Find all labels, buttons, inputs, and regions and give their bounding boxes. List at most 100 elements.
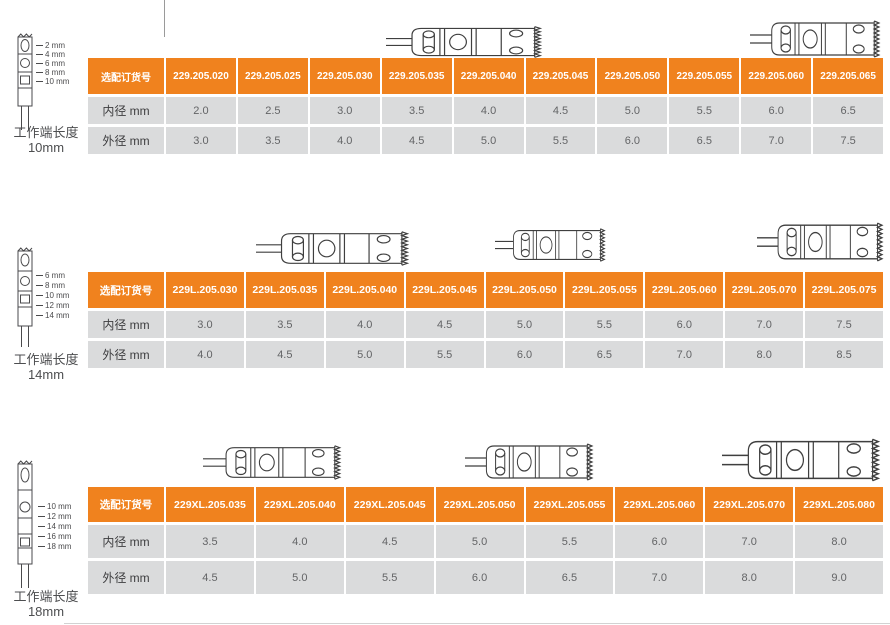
value-cell: 4.5 [381,127,452,154]
value-cell: 6.5 [669,127,740,154]
value-cell: 9.0 [795,561,883,594]
table-data-row: 内径 mm 2.0 2.5 3.0 3.5 4.0 4.5 5.0 5.5 6.0 6.5 [88,97,884,124]
tick-label: 10 mm [36,77,69,86]
order-code-cell: 229L.205.070 [725,272,804,308]
tick-labels-10mm: 2 mm 4 mm 6 mm 8 mm 10 mm [36,41,69,86]
instrument-tip-illustration [722,437,882,483]
value-cell: 7.0 [615,561,704,594]
order-code-cell: 229.205.045 [525,58,596,94]
value-cell: 6.0 [597,127,668,154]
value-cell: 5.5 [345,561,434,594]
bottom-rule [64,623,890,624]
value-cell: 5.0 [453,127,524,154]
caption-length: 18mm [27,604,65,619]
table-header-row: 选配订货号 229.205.020 229.205.025 229.205.030 22… [88,58,884,94]
order-code-cell: 229.205.030 [309,58,380,94]
order-code-cell: 229XL.205.035 [166,487,254,522]
value-cell: 2.5 [237,97,308,124]
order-code-cell: 229.205.050 [597,58,668,94]
order-number-header: 选配订货号 [88,58,164,94]
order-code-cell: 229XL.205.080 [795,487,883,522]
instrument-tip-illustration [465,442,595,482]
value-cell: 5.5 [525,525,614,558]
value-cell: 3.0 [166,127,236,154]
order-code-cell: 229XL.205.055 [525,487,614,522]
order-code-cell: 229L.205.055 [565,272,644,308]
caption-length: 14mm [27,367,65,382]
tick-label: 8 mm [36,281,69,291]
value-cell: 3.5 [166,525,254,558]
value-cell: 5.0 [435,525,524,558]
value-cell: 8.0 [725,341,804,368]
instrument-side-view-18mm [17,460,33,588]
order-code-cell: 229L.205.075 [805,272,884,308]
tick-label: 8 mm [36,68,69,77]
tick-label: 4 mm [36,50,69,59]
caption-text: 工作端长度 [13,589,79,604]
value-cell: 8.5 [805,341,884,368]
value-cell: 4.0 [325,311,404,338]
value-cell: 6.5 [525,561,614,594]
value-cell: 4.5 [166,561,254,594]
instrument-tip-illustration [386,25,544,59]
row-label-cell: 外径 mm [88,341,164,368]
tick-label: 14 mm [38,522,71,532]
row-label-cell: 内径 mm [88,311,164,338]
instrument-tip-illustration [256,230,411,267]
tick-label: 6 mm [36,271,69,281]
spec-table-18mm: 选配订货号 229XL.205.035 229XL.205.040 229XL.205… [88,487,883,597]
table-data-row: 外径 mm 3.0 3.5 4.0 4.5 5.0 5.5 6.0 6.5 7.0 7.5 [88,127,884,154]
tick-label: 14 mm [36,311,69,321]
table-header-row: 选配订货号 229XL.205.035 229XL.205.040 229XL.205… [88,487,883,522]
spec-table-10mm: 选配订货号 229.205.020 229.205.025 229.205.030 22… [88,58,884,157]
order-code-cell: 229L.205.045 [405,272,484,308]
value-cell: 4.5 [345,525,434,558]
tick-label: 16 mm [38,532,71,542]
value-cell: 5.0 [485,311,564,338]
working-end-length-caption-18mm: 工作端长度 18mm [0,589,92,619]
value-cell: 4.0 [166,341,244,368]
tick-labels-18mm: 10 mm 12 mm 14 mm 16 mm 18 mm [38,502,71,552]
value-cell: 7.5 [805,311,884,338]
value-cell: 6.0 [615,525,704,558]
instrument-side-view-10mm [17,33,33,130]
value-cell: 5.5 [405,341,484,368]
instrument-tip-illustration [757,221,885,263]
value-cell: 4.5 [245,341,324,368]
instrument-tip-illustration [750,19,882,59]
order-code-cell: 229.205.035 [381,58,452,94]
row-label-cell: 外径 mm [88,127,164,154]
instrument-tip-illustration [495,227,607,263]
tick-label: 10 mm [36,291,69,301]
value-cell: 3.5 [381,97,452,124]
tick-label: 6 mm [36,59,69,68]
order-code-cell: 229XL.205.045 [345,487,434,522]
value-cell: 7.0 [725,311,804,338]
value-cell: 2.0 [166,97,236,124]
table-header-row: 选配订货号 229L.205.030 229L.205.035 229L.205.04… [88,272,884,308]
order-code-cell: 229XL.205.040 [255,487,344,522]
value-cell: 7.0 [645,341,724,368]
value-cell: 7.0 [741,127,812,154]
row-label-cell: 内径 mm [88,97,164,124]
value-cell: 5.5 [669,97,740,124]
tick-label: 10 mm [38,502,71,512]
caption-text: 工作端长度 [13,352,79,367]
table-data-row: 内径 mm 3.0 3.5 4.0 4.5 5.0 5.5 6.0 7.0 7.5 [88,311,884,338]
working-end-length-caption-10mm: 工作端长度 10mm [0,125,92,155]
spec-table-14mm: 选配订货号 229L.205.030 229L.205.035 229L.205.04… [88,272,884,371]
value-cell: 3.5 [237,127,308,154]
value-cell: 4.5 [405,311,484,338]
working-end-length-caption-14mm: 工作端长度 14mm [0,352,92,382]
value-cell: 7.5 [813,127,884,154]
value-cell: 6.5 [565,341,644,368]
value-cell: 3.5 [245,311,324,338]
value-cell: 5.0 [597,97,668,124]
row-label-cell: 外径 mm [88,561,164,594]
order-code-cell: 229.205.060 [741,58,812,94]
order-code-cell: 229L.205.030 [166,272,244,308]
table-data-row: 外径 mm 4.5 5.0 5.5 6.0 6.5 7.0 8.0 9.0 [88,561,883,594]
value-cell: 6.0 [741,97,812,124]
order-code-cell: 229.205.020 [166,58,236,94]
tick-labels-14mm: 6 mm 8 mm 10 mm 12 mm 14 mm [36,271,69,321]
